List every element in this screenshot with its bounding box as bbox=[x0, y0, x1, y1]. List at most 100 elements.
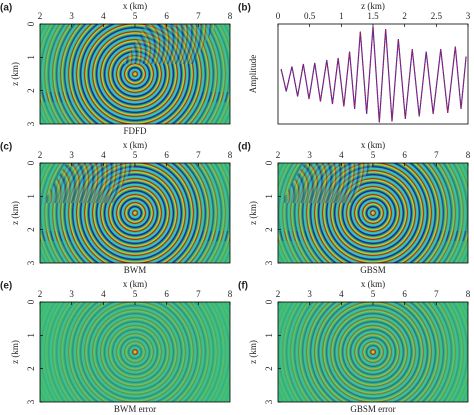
y-tick-label: 2 bbox=[264, 227, 274, 232]
y-axis-label: z (km) bbox=[10, 201, 20, 225]
frame bbox=[39, 23, 231, 125]
y-tick-label: 0 bbox=[26, 21, 36, 26]
line-series bbox=[280, 26, 467, 123]
x-tick-label: 5 bbox=[133, 150, 138, 160]
wavefield bbox=[278, 302, 468, 402]
x-tick-label: 4 bbox=[101, 289, 106, 299]
y-axis-label: Amplitude bbox=[248, 55, 258, 94]
x-tick-label: 6 bbox=[402, 289, 407, 299]
wavefield bbox=[278, 163, 468, 263]
dip-band bbox=[280, 163, 374, 203]
wavefield bbox=[40, 163, 230, 263]
y-axis-label: z (km) bbox=[10, 340, 20, 364]
reflector-band bbox=[278, 231, 468, 241]
y-tick-label: 1 bbox=[264, 194, 274, 199]
x-tick-label: 4 bbox=[339, 289, 344, 299]
y-tick-label: 2 bbox=[26, 227, 36, 232]
x-tick-label: 8 bbox=[228, 11, 233, 21]
reflector-band bbox=[40, 92, 230, 102]
frame bbox=[277, 23, 469, 125]
frame bbox=[277, 301, 469, 403]
x-tick-label: 4 bbox=[339, 150, 344, 160]
dip-band bbox=[42, 163, 136, 203]
panel-label: (d) bbox=[238, 142, 251, 153]
x-tick-label: 3 bbox=[69, 11, 74, 21]
panel-label: (c) bbox=[0, 142, 12, 153]
panel-label: (e) bbox=[0, 281, 12, 292]
x-tick-label: 2 bbox=[276, 289, 281, 299]
x-tick-label: 2 bbox=[38, 150, 43, 160]
y-tick-label: 2 bbox=[264, 366, 274, 371]
x-axis-label: x (km) bbox=[361, 279, 385, 289]
x-axis-label: x (km) bbox=[123, 279, 147, 289]
x-tick-label: 7 bbox=[196, 11, 201, 21]
y-tick-label: 0 bbox=[26, 299, 36, 304]
x-tick-label: 2 bbox=[276, 150, 281, 160]
y-tick-label: 1 bbox=[264, 333, 274, 338]
panel-label: (f) bbox=[238, 281, 248, 292]
caption: BWM error bbox=[114, 404, 156, 414]
panel-label: (a) bbox=[0, 3, 12, 14]
x-tick-label: 2 bbox=[38, 289, 43, 299]
source bbox=[131, 348, 139, 356]
x-tick-label: 8 bbox=[228, 150, 233, 160]
x-tick-label: 5 bbox=[371, 150, 376, 160]
frame bbox=[277, 162, 469, 264]
x-tick-label: 6 bbox=[164, 150, 169, 160]
y-tick-label: 3 bbox=[264, 399, 274, 404]
x-tick-label: 6 bbox=[164, 289, 169, 299]
caption: FDFD bbox=[123, 126, 147, 136]
x-tick-label: 2 bbox=[402, 11, 407, 21]
x-axis-label: x (km) bbox=[123, 140, 147, 150]
x-tick-label: 8 bbox=[466, 150, 471, 160]
x-tick-label: 3 bbox=[69, 289, 74, 299]
x-tick-label: 8 bbox=[466, 289, 471, 299]
x-tick-label: 3 bbox=[307, 289, 312, 299]
y-tick-label: 0 bbox=[26, 160, 36, 165]
y-tick-label: 3 bbox=[26, 399, 36, 404]
y-tick-label: 3 bbox=[26, 260, 36, 265]
x-tick-label: 0.5 bbox=[304, 11, 316, 21]
x-tick-label: 2 bbox=[38, 11, 43, 21]
x-tick-label: 1.5 bbox=[367, 11, 379, 21]
x-tick-label: 6 bbox=[164, 11, 169, 21]
x-tick-label: 5 bbox=[133, 11, 138, 21]
caption: BWM bbox=[124, 265, 147, 275]
x-tick-label: 4 bbox=[101, 150, 106, 160]
y-tick-label: 3 bbox=[264, 260, 274, 265]
x-tick-label: 3 bbox=[69, 150, 74, 160]
wavefield bbox=[40, 24, 230, 124]
y-tick-label: 0 bbox=[264, 299, 274, 304]
caption: GBSM bbox=[360, 265, 386, 275]
y-tick-label: 1 bbox=[26, 333, 36, 338]
x-tick-label: 4 bbox=[101, 11, 106, 21]
x-axis-label: x (km) bbox=[361, 140, 385, 150]
x-axis-label: x (km) bbox=[123, 1, 147, 11]
x-axis-label: z (km) bbox=[361, 1, 385, 11]
y-tick-label: 1 bbox=[26, 55, 36, 60]
y-axis-label: z (km) bbox=[248, 201, 258, 225]
x-tick-label: 0 bbox=[276, 11, 281, 21]
wavefield bbox=[40, 302, 230, 402]
reflector-band bbox=[40, 231, 230, 241]
frame bbox=[39, 162, 231, 264]
source bbox=[369, 348, 377, 356]
x-tick-label: 5 bbox=[133, 289, 138, 299]
y-tick-label: 2 bbox=[26, 366, 36, 371]
y-axis-label: z (km) bbox=[10, 62, 20, 86]
frame bbox=[39, 301, 231, 403]
x-tick-label: 7 bbox=[196, 289, 201, 299]
y-axis-label: z (km) bbox=[248, 340, 258, 364]
y-tick-label: 3 bbox=[26, 121, 36, 126]
dip-band bbox=[123, 24, 217, 64]
y-tick-label: 2 bbox=[26, 88, 36, 93]
x-tick-label: 2.5 bbox=[431, 11, 443, 21]
caption: GBSM error bbox=[350, 404, 395, 414]
x-tick-label: 5 bbox=[371, 289, 376, 299]
x-tick-label: 3 bbox=[466, 11, 471, 21]
x-tick-label: 8 bbox=[228, 289, 233, 299]
x-tick-label: 3 bbox=[307, 150, 312, 160]
x-tick-label: 7 bbox=[196, 150, 201, 160]
x-tick-label: 7 bbox=[434, 289, 439, 299]
